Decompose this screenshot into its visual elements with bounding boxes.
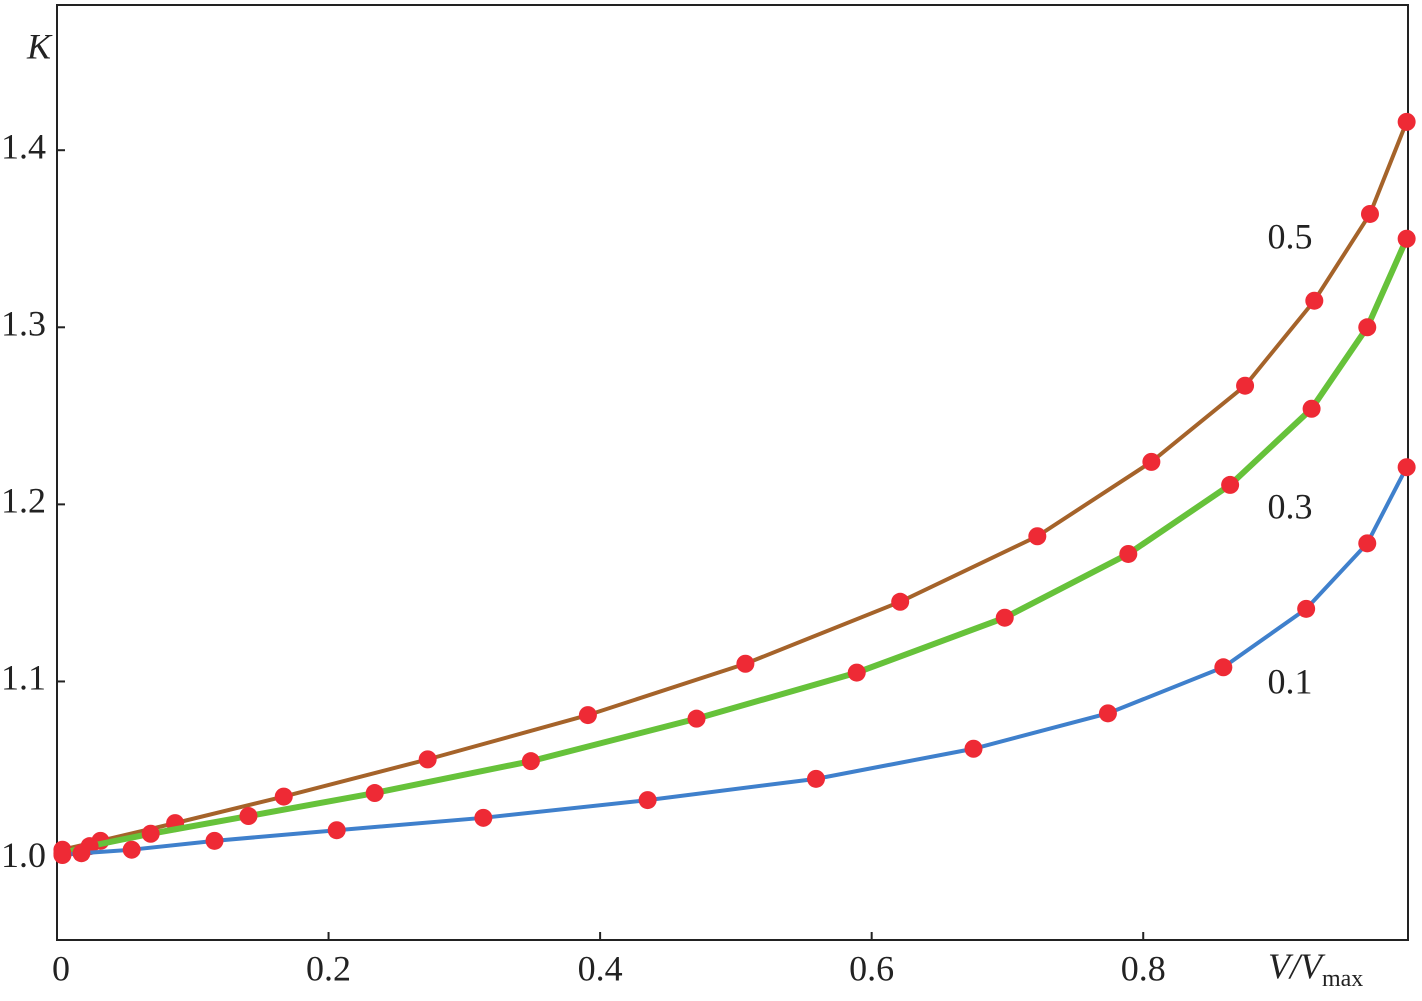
- data-point: [1098, 704, 1117, 723]
- data-point: [53, 846, 72, 864]
- data-point: [418, 750, 437, 769]
- x-tick-label: 0.8: [1121, 948, 1166, 988]
- data-point: [239, 807, 258, 826]
- data-point: [141, 824, 160, 843]
- data-point: [205, 831, 224, 850]
- y-tick-label: 1.0: [1, 835, 46, 875]
- x-axis-label-sub: max: [1322, 966, 1363, 992]
- data-point: [1028, 527, 1047, 546]
- data-point: [72, 844, 91, 863]
- data-point: [327, 821, 346, 840]
- data-point: [274, 787, 293, 806]
- data-point: [1305, 291, 1324, 310]
- series-line: [62, 466, 1409, 857]
- series-label: 0.1: [1268, 661, 1313, 701]
- y-tick-label: 1.3: [1, 304, 46, 344]
- series-label: 0.3: [1268, 486, 1313, 526]
- x-tick-label: 0.6: [849, 948, 894, 988]
- data-point: [1142, 452, 1161, 471]
- data-point: [1358, 318, 1377, 337]
- x-tick-label: 0: [52, 948, 70, 988]
- data-point: [1360, 204, 1379, 223]
- data-point: [1397, 229, 1416, 248]
- plot-frame: [56, 4, 1409, 941]
- data-point: [891, 592, 910, 611]
- data-point: [1214, 658, 1233, 677]
- data-point: [1302, 399, 1321, 418]
- data-point: [736, 654, 755, 673]
- data-point: [1221, 475, 1240, 494]
- data-point: [847, 663, 866, 682]
- data-point: [807, 769, 826, 788]
- y-axis-label: K: [26, 26, 53, 66]
- data-point: [638, 791, 657, 810]
- x-tick-label: 0.4: [578, 948, 623, 988]
- data-point: [474, 808, 493, 827]
- y-tick-label: 1.4: [1, 126, 46, 166]
- y-tick-label: 1.2: [1, 481, 46, 521]
- y-tick-label: 1.1: [1, 658, 46, 698]
- x-axis-label: V/Vmax: [1268, 946, 1363, 991]
- data-point: [1358, 534, 1377, 553]
- data-point: [365, 784, 384, 803]
- data-point: [1119, 544, 1138, 563]
- data-point: [1297, 599, 1316, 618]
- data-point: [1397, 458, 1416, 477]
- x-axis-label-main: V/V: [1268, 946, 1326, 986]
- data-point: [964, 739, 983, 758]
- x-tick-label: 0.2: [306, 948, 351, 988]
- data-point: [995, 608, 1014, 627]
- data-point: [687, 709, 706, 728]
- data-point: [521, 752, 540, 771]
- data-point: [122, 840, 141, 859]
- data-point: [1397, 112, 1416, 131]
- series-line: [61, 121, 1409, 852]
- data-point: [578, 706, 597, 725]
- series-line: [61, 237, 1410, 857]
- series-label: 0.5: [1268, 216, 1313, 256]
- data-point: [1236, 376, 1255, 395]
